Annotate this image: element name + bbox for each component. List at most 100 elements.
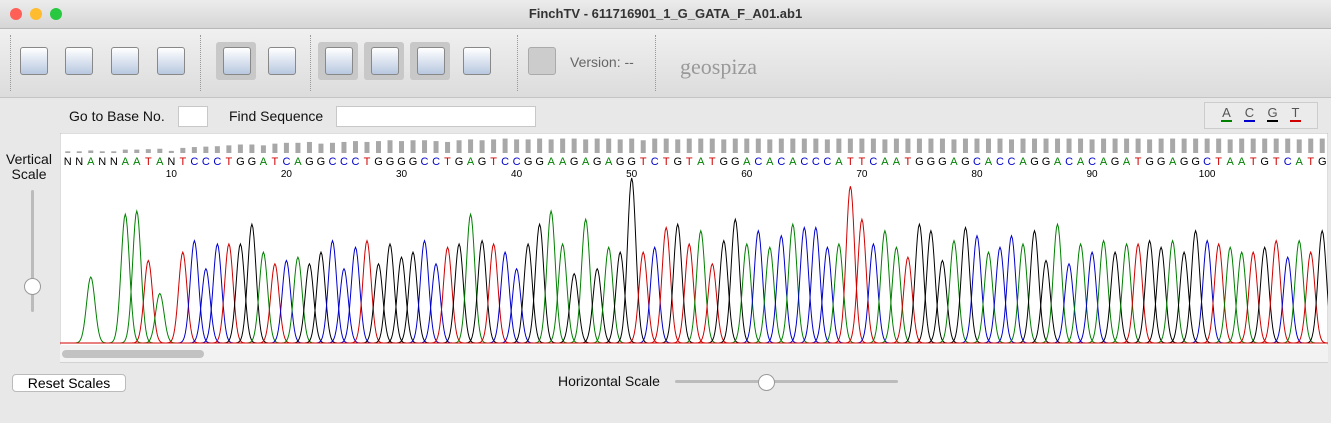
quality-bar bbox=[836, 138, 842, 153]
info-button[interactable] bbox=[157, 47, 185, 75]
quality-bar bbox=[1101, 138, 1107, 153]
quality-bar bbox=[997, 138, 1003, 153]
quality-bar bbox=[387, 140, 393, 153]
save-button[interactable] bbox=[65, 47, 93, 75]
peak bbox=[903, 222, 936, 344]
quality-bar bbox=[617, 139, 623, 153]
base-call: A bbox=[881, 156, 889, 168]
base-call: T bbox=[364, 156, 371, 168]
separator bbox=[517, 35, 519, 91]
peak bbox=[707, 239, 740, 344]
base-call: G bbox=[938, 156, 947, 168]
export-button[interactable] bbox=[463, 47, 491, 75]
horizontal-slider-track bbox=[675, 380, 898, 383]
base-call: G bbox=[374, 156, 383, 168]
close-button[interactable] bbox=[10, 8, 22, 20]
base-call: T bbox=[272, 156, 279, 168]
quality-bar bbox=[1285, 138, 1291, 153]
peak bbox=[385, 255, 418, 344]
minimize-button[interactable] bbox=[30, 8, 42, 20]
quality-bar bbox=[767, 139, 773, 153]
vertical-scale-label: Vertical Scale bbox=[6, 151, 52, 182]
find-input[interactable] bbox=[336, 106, 536, 127]
base-call: G bbox=[1191, 156, 1200, 168]
quality-bar bbox=[962, 138, 968, 153]
base-call: G bbox=[1260, 156, 1269, 168]
open-button[interactable] bbox=[20, 47, 48, 75]
base-call: T bbox=[1215, 156, 1222, 168]
peak bbox=[857, 242, 890, 344]
peak bbox=[500, 267, 533, 344]
quality-bar bbox=[111, 151, 117, 153]
base-call: A bbox=[766, 156, 774, 168]
peak bbox=[293, 262, 326, 344]
update-button[interactable] bbox=[528, 47, 556, 75]
horizontal-slider-knob[interactable] bbox=[758, 374, 775, 391]
base-call: T bbox=[709, 156, 716, 168]
quality-bar bbox=[870, 138, 876, 153]
base-call: C bbox=[800, 156, 808, 168]
reset-button[interactable]: Reset Scales bbox=[12, 374, 126, 392]
base-call: C bbox=[213, 156, 221, 168]
base-call: N bbox=[98, 156, 106, 168]
quality-bar bbox=[1032, 138, 1038, 153]
quality-bar bbox=[1250, 138, 1256, 153]
peak bbox=[650, 225, 683, 344]
quality-button[interactable] bbox=[325, 47, 353, 75]
base-call: A bbox=[697, 156, 705, 168]
quality-bar bbox=[180, 147, 186, 153]
peak bbox=[1294, 250, 1327, 344]
quality-bar bbox=[905, 138, 911, 153]
find-label: Find Sequence bbox=[229, 108, 324, 124]
base-call: A bbox=[1169, 156, 1177, 168]
quality-bar bbox=[571, 138, 577, 153]
print-button[interactable] bbox=[111, 47, 139, 75]
quality-bar bbox=[1135, 138, 1141, 153]
peak bbox=[799, 225, 832, 344]
chromatogram-button[interactable] bbox=[223, 47, 251, 75]
peak bbox=[673, 242, 706, 344]
peak bbox=[1168, 250, 1201, 344]
quality-bar bbox=[445, 141, 451, 153]
quality-bar bbox=[1009, 139, 1014, 153]
zoom-button[interactable] bbox=[50, 8, 62, 20]
quality-bar bbox=[801, 138, 807, 153]
legend-entry: G bbox=[1267, 105, 1278, 122]
quality-bar bbox=[640, 140, 646, 153]
scrollbar-thumb[interactable] bbox=[62, 350, 204, 358]
peak bbox=[949, 225, 982, 344]
quality-bar bbox=[145, 149, 151, 153]
peak bbox=[569, 217, 602, 344]
base-call: G bbox=[455, 156, 464, 168]
scrollbar-track bbox=[60, 345, 1328, 362]
overlay-button[interactable] bbox=[268, 47, 296, 75]
quality-bar bbox=[985, 138, 991, 153]
quality-bar bbox=[99, 151, 105, 153]
quality-bar bbox=[583, 139, 589, 153]
peak bbox=[1283, 239, 1316, 344]
base-call: N bbox=[64, 156, 72, 168]
quality-bar bbox=[778, 138, 784, 153]
quality-bar bbox=[468, 139, 474, 153]
qv-button[interactable] bbox=[417, 47, 445, 75]
quality-bar bbox=[859, 138, 865, 153]
peak bbox=[1179, 229, 1212, 344]
quality-bar bbox=[732, 138, 738, 153]
base-call: T bbox=[1135, 156, 1142, 168]
quality-bar bbox=[226, 145, 232, 153]
peak bbox=[845, 217, 878, 344]
reverse-button[interactable] bbox=[371, 47, 399, 75]
peak bbox=[914, 229, 947, 344]
goto-input[interactable] bbox=[178, 106, 208, 127]
quality-bar bbox=[306, 141, 312, 153]
peak bbox=[143, 292, 176, 344]
quality-bar bbox=[283, 142, 289, 153]
peak bbox=[408, 239, 441, 344]
base-call: G bbox=[386, 156, 395, 168]
vertical-slider-knob[interactable] bbox=[24, 278, 41, 295]
base-call: T bbox=[226, 156, 233, 168]
base-call: T bbox=[179, 156, 186, 168]
quality-bar bbox=[709, 138, 715, 153]
base-call: A bbox=[605, 156, 613, 168]
peak bbox=[638, 245, 671, 344]
